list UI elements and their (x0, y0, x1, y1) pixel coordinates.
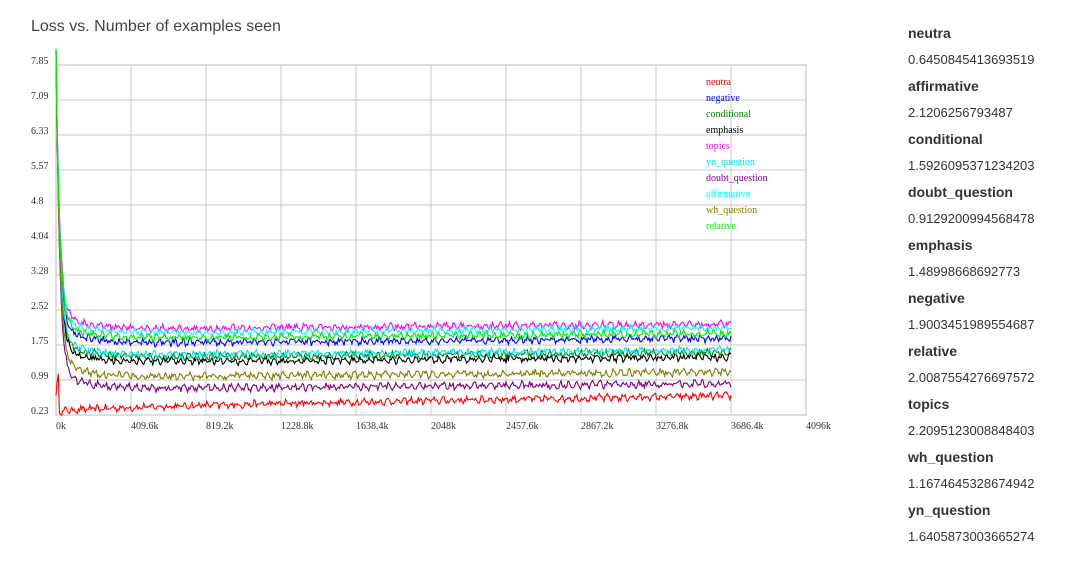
final-loss-panel: neutra 0.6450845413693519 affirmative 2.… (908, 20, 1068, 550)
panel-series-value: 1.48998668692773 (908, 263, 1021, 279)
legend-entry-yn-question: yn_question (706, 157, 755, 168)
panel-series-value: 1.6405873003665274 (908, 528, 1035, 544)
panel-entry: affirmative 2.1206256793487 (908, 73, 1068, 126)
loss-chart: 0k 409.6k 819.2k 1228.8k 1638.4k 2048k 2457.6k… (31, 48, 831, 432)
x-tick-label: 2867.2k (581, 421, 614, 432)
legend-entry-emphasis: emphasis (706, 125, 743, 136)
legend-entry-conditional: conditional (706, 109, 751, 120)
panel-series-name: topics (908, 396, 950, 412)
panel-entry: relative 2.0087554276697572 (908, 338, 1068, 391)
panel-series-name: negative (908, 290, 965, 306)
series-line-conditional (55, 51, 732, 362)
legend-entry-affirmative: affirmative (706, 189, 751, 200)
series-line-doubt-question (55, 51, 732, 395)
y-tick-label: 1.75 (31, 336, 49, 347)
series-line-topics (55, 53, 732, 335)
x-tick-label: 2048k (431, 421, 456, 432)
axis-ticks: 0k 409.6k 819.2k 1228.8k 1638.4k 2048k 2457.6k… (31, 56, 831, 432)
x-tick-label: 409.6k (131, 421, 159, 432)
panel-series-name: affirmative (908, 78, 979, 94)
legend-entry-negative: negative (706, 93, 740, 104)
panel-entry: negative 1.9003451989554687 (908, 285, 1068, 338)
panel-series-name: doubt_question (908, 184, 1013, 200)
series-line-wh-question (55, 48, 732, 383)
panel-series-name: conditional (908, 131, 983, 147)
y-tick-label: 0.99 (31, 371, 49, 382)
panel-series-name: emphasis (908, 237, 973, 253)
panel-series-name: relative (908, 343, 958, 359)
panel-entry: doubt_question 0.9129200994568478 (908, 179, 1068, 232)
panel-series-value: 1.5926095371234203 (908, 157, 1035, 173)
y-tick-label: 7.09 (31, 91, 49, 102)
panel-series-name: neutra (908, 25, 951, 41)
x-tick-label: 1638.4k (356, 421, 389, 432)
panel-series-name: yn_question (908, 502, 991, 518)
panel-series-value: 0.9129200994568478 (908, 210, 1035, 226)
y-tick-label: 4.04 (31, 231, 49, 242)
panel-series-value: 1.9003451989554687 (908, 316, 1035, 332)
x-tick-label: 2457.6k (506, 421, 539, 432)
panel-series-value: 2.2095123008848403 (908, 422, 1035, 438)
panel-entry: wh_question 1.1674645328674942 (908, 444, 1068, 497)
y-tick-label: 0.23 (31, 406, 49, 417)
x-tick-label: 1228.8k (281, 421, 314, 432)
series-line-affirmative (55, 49, 732, 339)
series-lines (55, 48, 732, 417)
series-line-relative (55, 49, 732, 343)
x-tick-label: 3276.8k (656, 421, 689, 432)
x-tick-label: 4096k (806, 421, 831, 432)
grid-lines (55, 64, 807, 416)
panel-entry: emphasis 1.48998668692773 (908, 232, 1068, 285)
y-tick-label: 2.52 (31, 301, 49, 312)
panel-series-value: 1.1674645328674942 (908, 475, 1035, 491)
panel-entry: yn_question 1.6405873003665274 (908, 497, 1068, 550)
y-tick-label: 5.57 (31, 161, 49, 172)
y-tick-label: 7.85 (31, 56, 49, 67)
panel-entry: neutra 0.6450845413693519 (908, 20, 1068, 73)
legend-entry-neutra: neutra (706, 77, 732, 88)
plot-border (55, 64, 807, 416)
x-tick-label: 3686.4k (731, 421, 764, 432)
series-line-neutra (55, 373, 732, 417)
x-tick-label: 0k (56, 421, 66, 432)
panel-series-value: 2.1206256793487 (908, 104, 1013, 120)
y-tick-label: 3.28 (31, 266, 49, 277)
panel-series-value: 0.6450845413693519 (908, 51, 1035, 67)
panel-entry: conditional 1.5926095371234203 (908, 126, 1068, 179)
legend-entry-relative: relative (706, 221, 737, 232)
panel-entry: topics 2.2095123008848403 (908, 391, 1068, 444)
legend-entry-doubt-question: doubt_question (706, 173, 768, 184)
legend-entry-wh-question: wh_question (706, 205, 757, 216)
panel-series-name: wh_question (908, 449, 994, 465)
legend: neutra negative conditional emphasis topics y… (706, 77, 768, 232)
x-tick-label: 819.2k (206, 421, 234, 432)
y-tick-label: 6.33 (31, 126, 49, 137)
panel-series-value: 2.0087554276697572 (908, 369, 1035, 385)
series-line-emphasis (55, 52, 732, 367)
chart-title: Loss vs. Number of examples seen (31, 18, 281, 35)
series-line-yn-question (55, 53, 732, 361)
y-tick-label: 4.8 (31, 196, 44, 207)
series-line-negative (55, 51, 732, 348)
legend-entry-topics: topics (706, 141, 730, 152)
